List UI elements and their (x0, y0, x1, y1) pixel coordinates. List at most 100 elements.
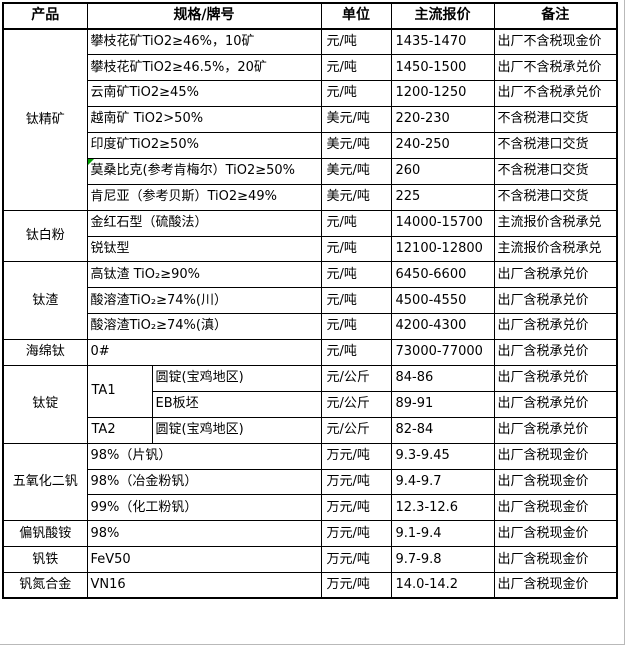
cell-spec[interactable]: 印度矿TiO2≥50% (86, 131, 322, 159)
cell-note[interactable]: 出厂含税现金价 (493, 572, 618, 599)
cell-note[interactable]: 主流报价含税承兑 (493, 235, 618, 263)
cell-note[interactable]: 出厂含税现金价 (493, 546, 618, 574)
cell-spec[interactable]: 99%（化工粉钒） (86, 494, 322, 522)
cell-spec[interactable]: 攀枝花矿TiO2≥46%，10矿 (86, 28, 322, 56)
cell-product[interactable]: 五氧化二钒 (2, 442, 88, 522)
cell-unit[interactable]: 美元/吨 (320, 106, 392, 133)
cell-spec[interactable]: FeV50 (86, 546, 322, 574)
cell-unit[interactable]: 美元/吨 (320, 157, 392, 185)
cell-spec[interactable]: 酸溶渣TiO₂≥74%(滇） (86, 313, 322, 341)
cell-price[interactable]: 14000-15700 (390, 209, 495, 237)
cell-price[interactable]: 225 (390, 183, 495, 211)
cell-price[interactable]: 89-91 (390, 390, 495, 418)
cell-note[interactable]: 出厂含税承兑价 (493, 339, 618, 366)
cell-spec[interactable]: 98%（片钒） (86, 442, 322, 470)
cell-price[interactable]: 9.4-9.7 (390, 468, 495, 496)
cell-price[interactable]: 1435-1470 (390, 28, 495, 56)
cell-spec[interactable]: 云南矿TiO2≥45% (86, 80, 322, 108)
cell-spec[interactable]: 98%（冶金粉钒） (86, 468, 322, 496)
cell-product[interactable]: 钒氮合金 (2, 572, 88, 599)
cell-unit[interactable]: 元/吨 (320, 261, 392, 289)
cell-note[interactable]: 主流报价含税承兑 (493, 209, 618, 237)
cell-price[interactable]: 1200-1250 (390, 80, 495, 108)
cell-unit[interactable]: 元/吨 (320, 54, 392, 82)
cell-price[interactable]: 9.7-9.8 (390, 546, 495, 574)
cell-unit[interactable]: 美元/吨 (320, 131, 392, 159)
cell-note[interactable]: 不含税港口交货 (493, 183, 618, 211)
cell-price[interactable]: 1450-1500 (390, 54, 495, 82)
cell-unit[interactable]: 元/公斤 (320, 416, 392, 444)
cell-unit[interactable]: 万元/吨 (320, 546, 392, 574)
cell-unit[interactable]: 元/公斤 (320, 390, 392, 418)
cell-price[interactable]: 82-84 (390, 416, 495, 444)
cell-price[interactable]: 6450-6600 (390, 261, 495, 289)
cell-price[interactable]: 73000-77000 (390, 339, 495, 366)
cell-spec[interactable]: 锐钛型 (86, 235, 322, 263)
cell-unit[interactable]: 元/吨 (320, 80, 392, 108)
col-header-note[interactable]: 备注 (493, 2, 618, 30)
cell-note[interactable]: 出厂含税承兑价 (493, 287, 618, 315)
cell-grade[interactable]: TA1 (86, 364, 153, 418)
cell-unit[interactable]: 元/吨 (320, 28, 392, 56)
cell-unit[interactable]: 元/公斤 (320, 364, 392, 392)
cell-product[interactable]: 钛精矿 (2, 28, 88, 211)
cell-note[interactable]: 出厂含税现金价 (493, 494, 618, 522)
cell-spec[interactable]: 肯尼亚（参考贝斯）TiO2≥49% (86, 183, 322, 211)
cell-note[interactable]: 出厂含税承兑价 (493, 261, 618, 289)
cell-unit[interactable]: 元/吨 (320, 235, 392, 263)
cell-product[interactable]: 钒铁 (2, 546, 88, 574)
cell-product[interactable]: 钛白粉 (2, 209, 88, 263)
cell-product[interactable]: 海绵钛 (2, 339, 88, 366)
cell-note[interactable]: 出厂含税现金价 (493, 468, 618, 496)
col-header-price[interactable]: 主流报价 (390, 2, 495, 30)
cell-price[interactable]: 220-230 (390, 106, 495, 133)
cell-spec[interactable]: 高钛渣 TiO₂≥90% (86, 261, 322, 289)
cell-price[interactable]: 4200-4300 (390, 313, 495, 341)
cell-note[interactable]: 不含税港口交货 (493, 106, 618, 133)
cell-price[interactable]: 14.0-14.2 (390, 572, 495, 599)
cell-note[interactable]: 不含税港口交货 (493, 157, 618, 185)
cell-price[interactable]: 9.1-9.4 (390, 520, 495, 548)
cell-product[interactable]: 偏钒酸铵 (2, 520, 88, 548)
cell-unit[interactable]: 万元/吨 (320, 572, 392, 599)
col-header-spec[interactable]: 规格/牌号 (86, 2, 322, 30)
cell-product[interactable]: 钛锭 (2, 364, 88, 444)
cell-note[interactable]: 出厂含税现金价 (493, 442, 618, 470)
cell-price[interactable]: 9.3-9.45 (390, 442, 495, 470)
cell-unit[interactable]: 元/吨 (320, 313, 392, 341)
cell-price[interactable]: 260 (390, 157, 495, 185)
cell-spec[interactable]: 圆锭(宝鸡地区) (151, 364, 322, 392)
cell-price[interactable]: 84-86 (390, 364, 495, 392)
cell-note[interactable]: 出厂含税现金价 (493, 520, 618, 548)
cell-price[interactable]: 240-250 (390, 131, 495, 159)
cell-spec[interactable]: 攀枝花矿TiO2≥46.5%，20矿 (86, 54, 322, 82)
cell-unit[interactable]: 元/吨 (320, 287, 392, 315)
cell-price[interactable]: 12.3-12.6 (390, 494, 495, 522)
col-header-product[interactable]: 产品 (2, 2, 88, 30)
cell-unit[interactable]: 美元/吨 (320, 183, 392, 211)
cell-unit[interactable]: 万元/吨 (320, 442, 392, 470)
cell-unit[interactable]: 元/吨 (320, 339, 392, 366)
cell-price[interactable]: 12100-12800 (390, 235, 495, 263)
cell-note[interactable]: 不含税港口交货 (493, 131, 618, 159)
cell-unit[interactable]: 万元/吨 (320, 520, 392, 548)
cell-note[interactable]: 出厂含税承兑价 (493, 364, 618, 392)
cell-product[interactable]: 钛渣 (2, 261, 88, 341)
cell-spec[interactable]: 98% (86, 520, 322, 548)
cell-spec[interactable]: 圆锭(宝鸡地区) (151, 416, 322, 444)
cell-spec[interactable]: 金红石型（硫酸法） (86, 209, 322, 237)
cell-spec[interactable]: 莫桑比克(参考肯梅尔）TiO2≥50% (86, 157, 322, 185)
cell-grade[interactable]: TA2 (86, 416, 153, 444)
cell-note[interactable]: 出厂不含税承兑价 (493, 80, 618, 108)
cell-note[interactable]: 出厂含税承兑价 (493, 390, 618, 418)
cell-unit[interactable]: 万元/吨 (320, 494, 392, 522)
cell-unit[interactable]: 万元/吨 (320, 468, 392, 496)
cell-note[interactable]: 出厂含税承兑价 (493, 313, 618, 341)
cell-spec[interactable]: 越南矿 TiO2>50% (86, 106, 322, 133)
cell-spec[interactable]: 0# (86, 339, 322, 366)
cell-note[interactable]: 出厂不含税现金价 (493, 28, 618, 56)
col-header-unit[interactable]: 单位 (320, 2, 392, 30)
cell-price[interactable]: 4500-4550 (390, 287, 495, 315)
cell-note[interactable]: 出厂含税承兑价 (493, 416, 618, 444)
cell-spec[interactable]: 酸溶渣TiO₂≥74%(川） (86, 287, 322, 315)
